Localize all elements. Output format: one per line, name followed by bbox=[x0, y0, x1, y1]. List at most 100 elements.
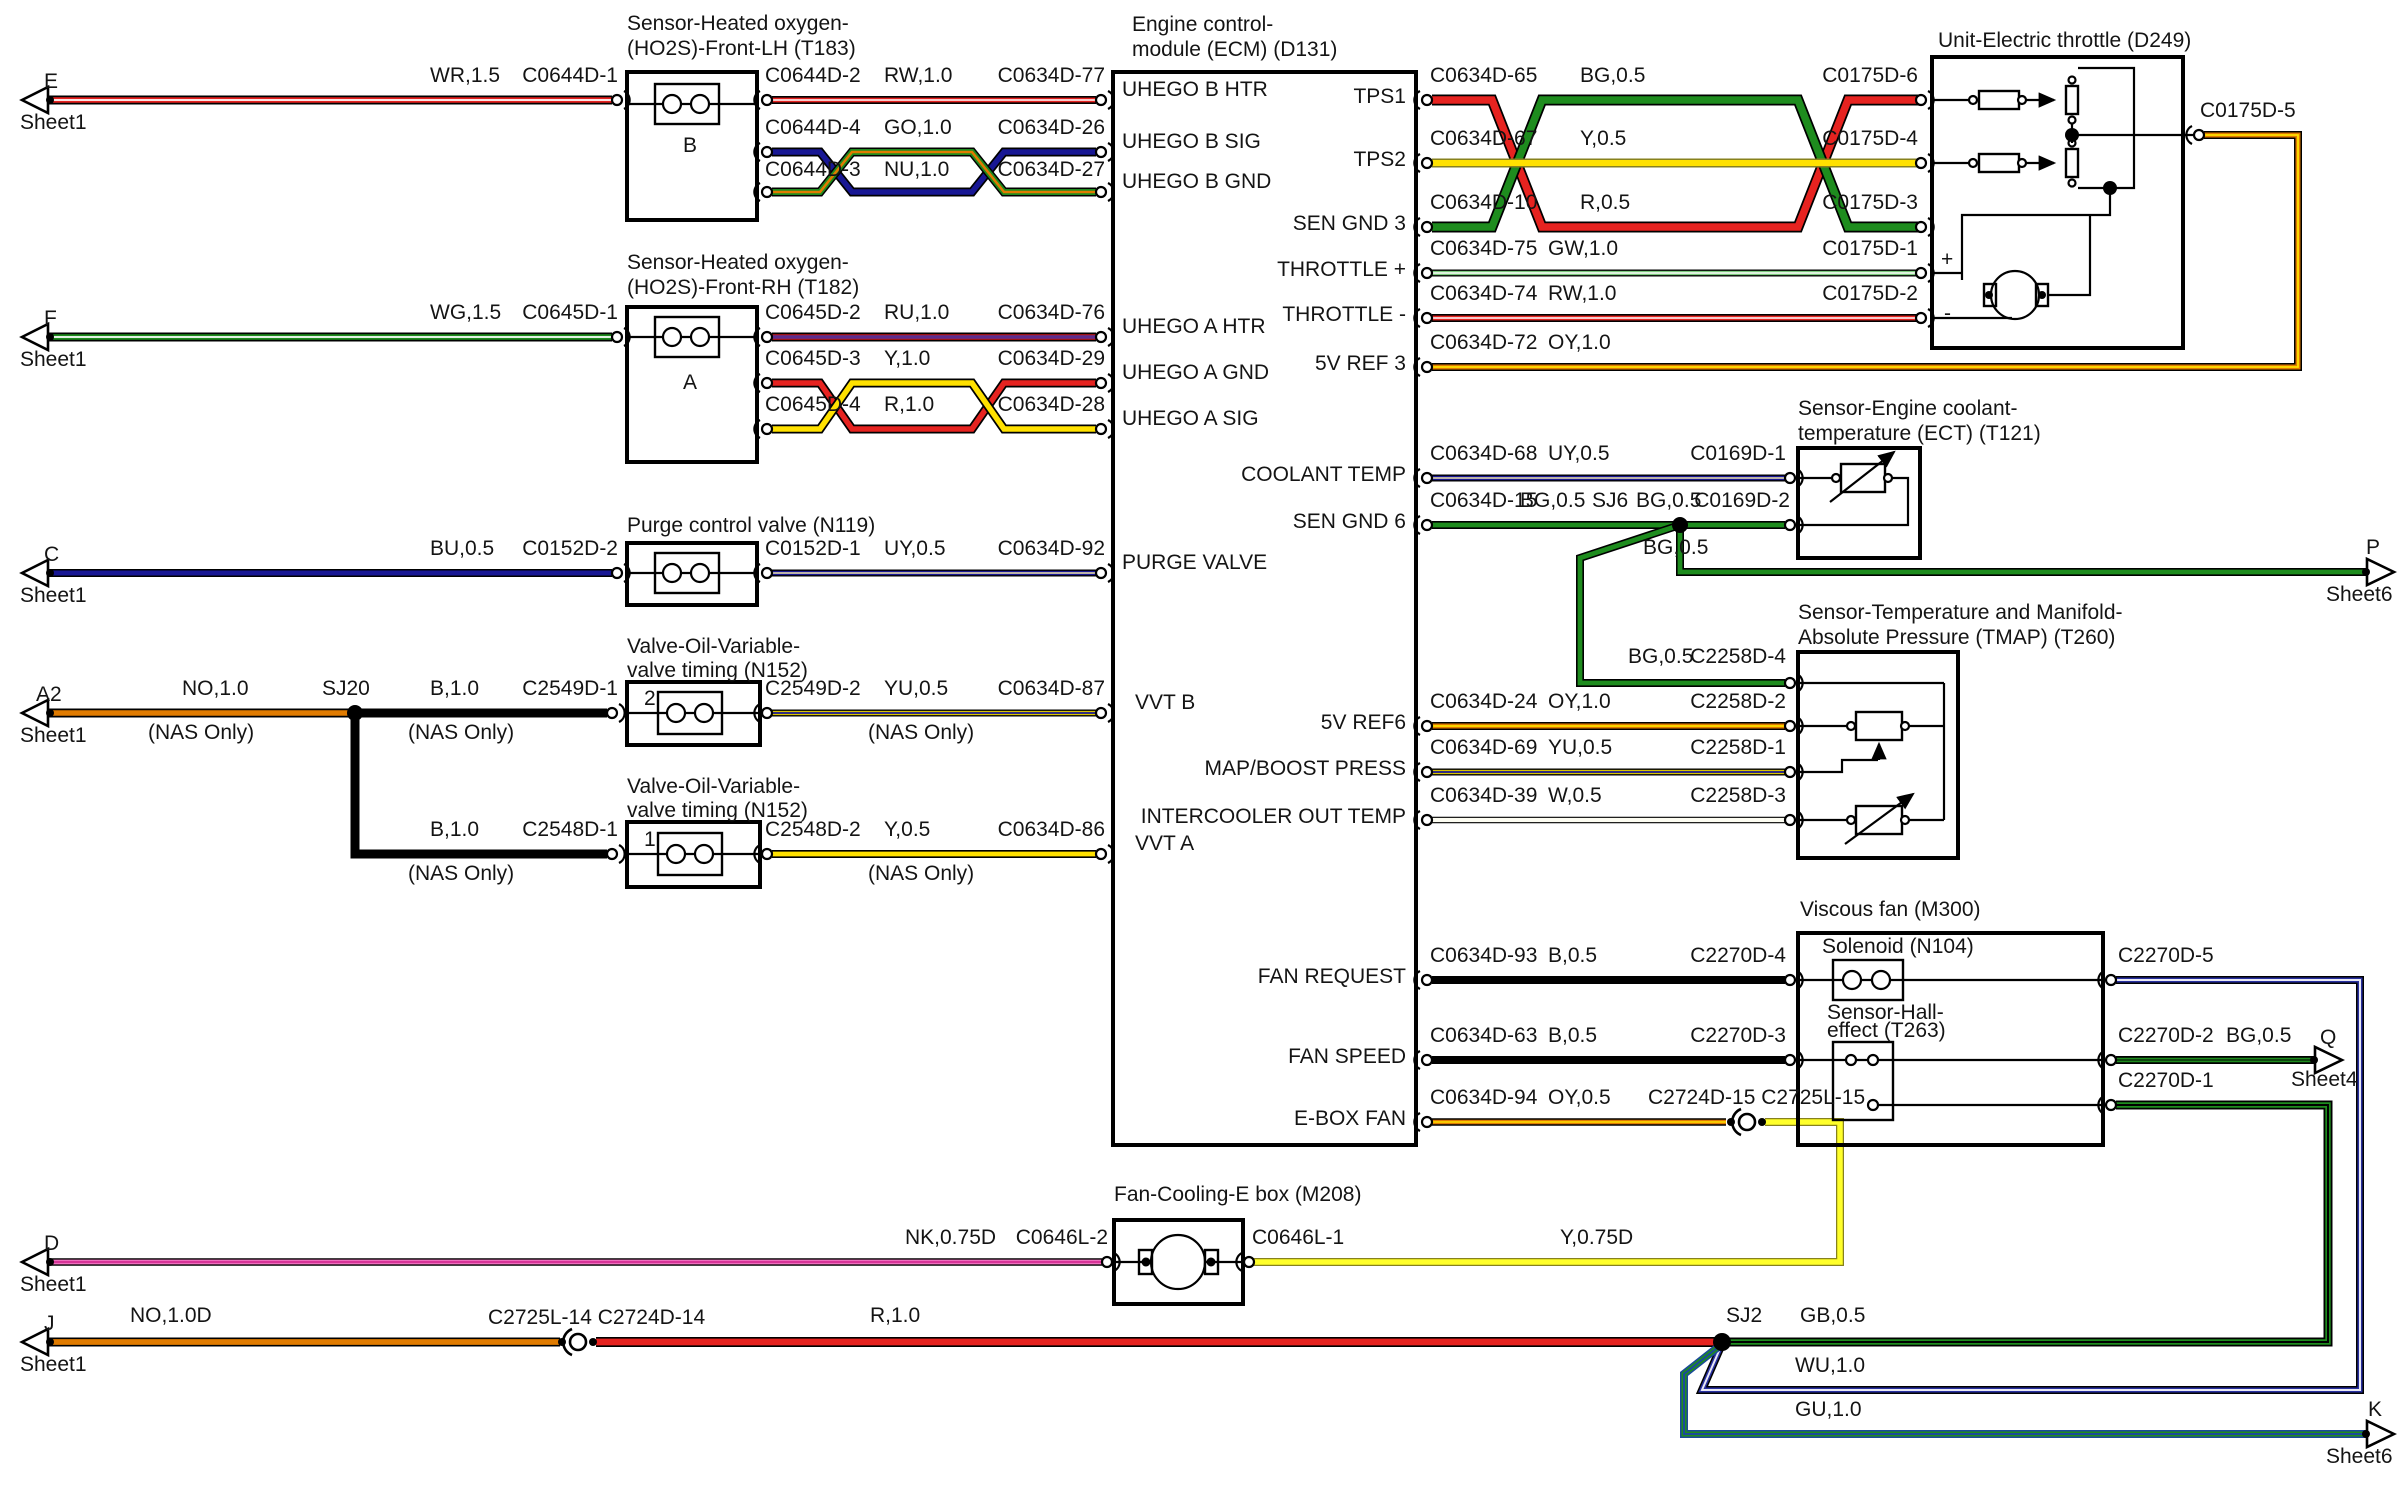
d249-minus: - bbox=[1944, 302, 1951, 325]
sheet-arrow-c[interactable] bbox=[19, 557, 54, 589]
nas-only-1: (NAS Only) bbox=[148, 721, 254, 744]
spec-rw-1: RW,1.0 bbox=[884, 64, 952, 87]
spec-wu: WU,1.0 bbox=[1795, 1354, 1865, 1377]
conn-c2548d-1: C2548D-1 bbox=[522, 818, 618, 841]
sheet-arrow-p[interactable] bbox=[2362, 556, 2397, 588]
ref-a2[interactable]: A2 bbox=[36, 683, 62, 706]
sheet-arrow-e[interactable] bbox=[19, 84, 54, 116]
spec-b05a: B,0.5 bbox=[1548, 944, 1597, 967]
ref-c[interactable]: C bbox=[44, 543, 59, 566]
title-m208: Fan-Cooling-E box (M208) bbox=[1114, 1183, 1361, 1206]
ref-c-sheet[interactable]: Sheet1 bbox=[20, 584, 87, 607]
wire-y-uhego bbox=[772, 378, 1096, 434]
ref-j[interactable]: J bbox=[44, 1312, 55, 1335]
title-n152b-2: valve timing (N152) bbox=[627, 799, 808, 822]
m300-hall-1: Sensor-Hall- bbox=[1827, 1001, 1944, 1024]
ref-k[interactable]: K bbox=[2368, 1398, 2382, 1421]
spec-b05b: B,0.5 bbox=[1548, 1024, 1597, 1047]
conn-c0175d-4: C0175D-4 bbox=[1822, 127, 1918, 150]
spec-bg-1: BG,0.5 bbox=[1520, 489, 1585, 512]
spec-gw: GW,1.0 bbox=[1548, 237, 1618, 260]
spec-y1: Y,1.0 bbox=[884, 347, 930, 370]
sheet-arrow-q[interactable] bbox=[2310, 1044, 2345, 1076]
port-terminal-icon bbox=[1094, 327, 1115, 347]
wire-r-uhego bbox=[772, 378, 1096, 434]
port-terminal-icon bbox=[1094, 703, 1115, 723]
title-m300: Viscous fan (M300) bbox=[1800, 898, 1981, 921]
port-terminal-icon bbox=[753, 563, 774, 583]
port-terminal-icon bbox=[1413, 153, 1434, 173]
ref-q[interactable]: Q bbox=[2320, 1026, 2336, 1049]
spec-r-tps: R,0.5 bbox=[1580, 191, 1630, 214]
sheet-arrow-f[interactable] bbox=[19, 321, 54, 353]
t182-connector-icon bbox=[653, 315, 721, 359]
port-terminal-icon bbox=[1413, 970, 1434, 990]
port-terminal-icon bbox=[1413, 90, 1434, 110]
sheet-arrow-a2[interactable] bbox=[19, 697, 54, 729]
conn-c0634d-63: C0634D-63 bbox=[1430, 1024, 1537, 1047]
ref-a2-sheet[interactable]: Sheet1 bbox=[20, 724, 87, 747]
ref-j-sheet[interactable]: Sheet1 bbox=[20, 1353, 87, 1376]
sheet-arrow-k[interactable] bbox=[2362, 1418, 2397, 1450]
ref-f-sheet[interactable]: Sheet1 bbox=[20, 348, 87, 371]
port-terminal-icon bbox=[753, 703, 774, 723]
title-n152a-2: valve timing (N152) bbox=[627, 659, 808, 682]
wire-gu bbox=[1680, 1340, 2366, 1438]
port-terminal-icon bbox=[1783, 468, 1804, 488]
sj6-label: SJ6 bbox=[1592, 489, 1628, 512]
sheet-arrow-j[interactable] bbox=[19, 1326, 54, 1358]
spec-ru: RU,1.0 bbox=[884, 301, 949, 324]
ref-q-sheet[interactable]: Sheet4 bbox=[2291, 1068, 2358, 1091]
port-terminal-icon bbox=[1413, 716, 1434, 736]
sheet-arrows bbox=[19, 84, 2397, 1450]
conn-c0645d-4: C0645D-4 bbox=[765, 393, 861, 416]
box-viscous-fan bbox=[1796, 931, 2105, 1147]
ecm-pin-uhego-b-sig: UHEGO B SIG bbox=[1122, 130, 1261, 153]
inline-connector-c2724d15-c2725l15 bbox=[1727, 1107, 1766, 1137]
port-terminal-icon bbox=[1783, 762, 1804, 782]
conn-c0645d-1: C0645D-1 bbox=[522, 301, 618, 324]
port-terminal-icon bbox=[1783, 810, 1804, 830]
ref-d-sheet[interactable]: Sheet1 bbox=[20, 1273, 87, 1296]
title-tmap-2: Absolute Pressure (TMAP) (T260) bbox=[1798, 626, 2115, 649]
nas-only-4: (NAS Only) bbox=[408, 862, 514, 885]
conn-c0646l-1: C0646L-1 bbox=[1252, 1226, 1344, 1249]
conn-c0175d-6: C0175D-6 bbox=[1822, 64, 1918, 87]
spec-gb: GB,0.5 bbox=[1800, 1304, 1865, 1327]
ref-e[interactable]: E bbox=[44, 70, 58, 93]
title-tmap-1: Sensor-Temperature and Manifold- bbox=[1798, 601, 2123, 624]
sheet-arrow-d[interactable] bbox=[19, 1246, 54, 1278]
ecm-pin-uhego-a-gnd: UHEGO A GND bbox=[1122, 361, 1269, 384]
port-terminal-icon bbox=[1094, 142, 1115, 162]
conn-c0634d-77: C0634D-77 bbox=[998, 64, 1105, 87]
port-terminal-icon bbox=[753, 90, 774, 110]
d249-plus: + bbox=[1941, 248, 1953, 271]
ect-thermistor-icon bbox=[1800, 450, 1910, 527]
conn-c0644d-3: C0644D-3 bbox=[765, 158, 861, 181]
ref-k-sheet[interactable]: Sheet6 bbox=[2326, 1445, 2393, 1468]
conn-c0645d-2: C0645D-2 bbox=[765, 301, 861, 324]
ref-p-sheet[interactable]: Sheet6 bbox=[2326, 583, 2393, 606]
conn-c0644d-1: C0644D-1 bbox=[522, 64, 618, 87]
fan-solenoid-icon bbox=[1800, 958, 2101, 1002]
ecm-pin-ebox-fan: E-BOX FAN bbox=[1294, 1107, 1406, 1130]
nas-only-2: (NAS Only) bbox=[408, 721, 514, 744]
ref-p[interactable]: P bbox=[2366, 536, 2380, 559]
n152b-pin-1: 1 bbox=[644, 828, 656, 851]
wire-wu bbox=[1695, 976, 2364, 1394]
box-ect bbox=[1796, 446, 1922, 560]
port-terminal-icon bbox=[605, 844, 626, 864]
wire-gb bbox=[1722, 1100, 2333, 1347]
conn-c2549d-1: C2549D-1 bbox=[522, 677, 618, 700]
port-terminal-icon bbox=[1413, 263, 1434, 283]
ref-f[interactable]: F bbox=[44, 307, 57, 330]
ref-d[interactable]: D bbox=[44, 1232, 59, 1255]
spec-oy05: OY,0.5 bbox=[1548, 1086, 1611, 1109]
spec-b1b: B,1.0 bbox=[430, 818, 479, 841]
port-terminal-icon bbox=[610, 90, 631, 110]
ref-e-sheet[interactable]: Sheet1 bbox=[20, 111, 87, 134]
ecm-pin-throttle-plus: THROTTLE + bbox=[1277, 258, 1406, 281]
box-ecm bbox=[1111, 70, 1418, 1147]
port-terminal-icon bbox=[1094, 563, 1115, 583]
